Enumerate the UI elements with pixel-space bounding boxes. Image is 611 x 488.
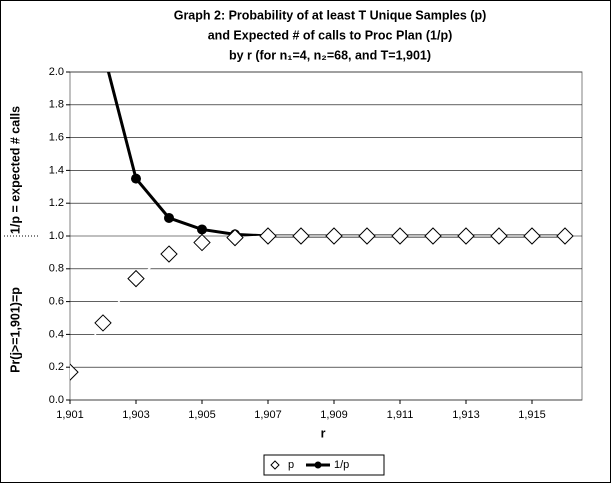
y-tick-label: 2.0: [49, 66, 64, 78]
chart-title: by r (for n₁=4, n₂=68, and T=1,901): [229, 48, 431, 62]
x-axis-label: r: [321, 426, 326, 440]
point: [193, 233, 211, 252]
y-axis-label: 1/p = expected # calls: [8, 106, 22, 234]
point: [127, 269, 145, 288]
point: [292, 227, 310, 245]
series-line: [70, 235, 565, 373]
plot-series: [70, 72, 574, 381]
legend-marker: [270, 460, 280, 470]
y-tick-label: 0.6: [49, 296, 64, 308]
x-tick-label: 1,909: [320, 409, 348, 421]
x-tick-label: 1,905: [188, 409, 216, 421]
x-tick-label: 1,913: [452, 409, 480, 421]
point: [457, 227, 475, 245]
point: [424, 227, 442, 245]
legend-marker: [314, 461, 322, 469]
y-tick-label: 0.4: [49, 328, 64, 340]
x-tick-label: 1,915: [518, 409, 546, 421]
point: [523, 227, 541, 245]
point: [391, 227, 409, 245]
point: [556, 227, 574, 245]
chart-title: and Expected # of calls to Proc Plan (1/…: [208, 28, 453, 42]
point: [94, 314, 112, 332]
y-tick-label: 1.8: [49, 99, 64, 111]
y-tick-label: 1.0: [49, 230, 64, 242]
y-tick-label: 1.2: [49, 197, 64, 209]
point: [70, 363, 79, 381]
point: [358, 227, 376, 245]
point: [325, 227, 343, 245]
point: [259, 227, 277, 245]
point: [160, 245, 178, 263]
y-axis-label: Pr(j>=1,901)=p: [8, 287, 22, 373]
y-tick-label: 0.8: [49, 263, 64, 275]
point: [131, 173, 141, 184]
x-tick-label: 1,901: [56, 409, 84, 421]
point: [164, 212, 174, 223]
x-tick-label: 1,911: [387, 409, 414, 421]
y-tick-label: 0.2: [49, 361, 64, 373]
legend-label: p: [288, 459, 294, 471]
point: [226, 228, 244, 247]
y-tick-label: 1.6: [49, 132, 64, 144]
point: [197, 224, 207, 235]
y-tick-label: 0.0: [49, 394, 64, 406]
x-tick-label: 1,903: [122, 409, 150, 421]
x-tick-label: 1,907: [254, 409, 282, 421]
chart-title: Graph 2: Probability of at least T Uniqu…: [174, 8, 487, 22]
legend-label: 1/p: [334, 459, 349, 471]
y-tick-label: 1.4: [49, 164, 64, 176]
point: [490, 227, 508, 245]
